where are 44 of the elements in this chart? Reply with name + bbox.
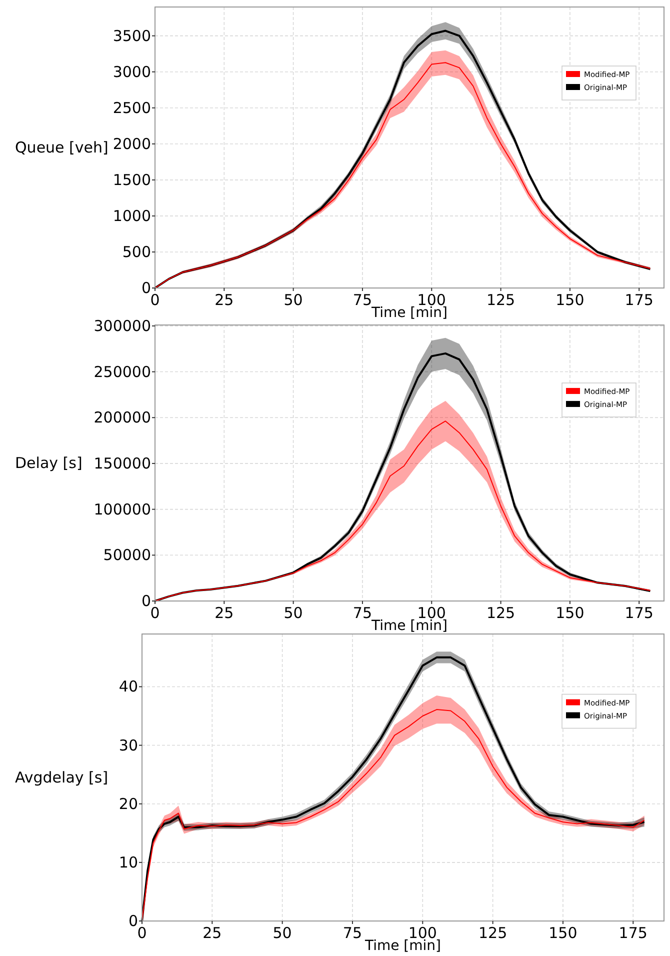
x-tick-label: 175: [624, 291, 654, 309]
x-tick-label: 150: [556, 604, 584, 622]
y-tick-label: 20: [118, 794, 138, 813]
y-tick-label: 50000: [103, 546, 151, 564]
x-tick-label: 125: [486, 604, 516, 622]
x-tick-label: 75: [352, 291, 372, 309]
y-tick-label: 0: [141, 279, 151, 297]
x-tick-label: 125: [478, 924, 508, 942]
x-tick-label: 75: [352, 604, 372, 622]
y-tick-label: 250000: [94, 362, 151, 381]
x-tick-label: 175: [624, 604, 654, 622]
y-axis-title: Avgdelay [s]: [15, 768, 108, 786]
x-axis-title: Time [min]: [370, 305, 448, 321]
x-tick-label: 50: [284, 291, 303, 309]
y-tick-label: 2500: [112, 98, 151, 117]
x-tick-label: 175: [618, 924, 648, 942]
y-tick-label: 300000: [94, 316, 151, 335]
x-tick-label: 125: [486, 291, 516, 309]
y-tick-label: 1000: [112, 206, 151, 225]
y-tick-label: 200000: [94, 408, 151, 427]
y-tick-label: 10: [118, 853, 138, 872]
y-tick-label: 3000: [112, 62, 151, 81]
y-tick-label: 3500: [112, 26, 151, 45]
y-tick-label: 0: [141, 592, 151, 610]
y-tick-label: 2000: [112, 134, 151, 153]
x-tick-label: 25: [202, 924, 222, 942]
y-tick-label: 40: [118, 678, 138, 696]
x-tick-label: 75: [342, 924, 362, 942]
y-tick-label: 150000: [94, 454, 151, 472]
x-axis-title: Time [min]: [364, 938, 442, 954]
y-tick-label: 0: [128, 912, 138, 930]
x-tick-label: 50: [284, 604, 303, 622]
y-axis-title: Queue [veh]: [15, 138, 108, 156]
x-tick-label: 50: [272, 924, 292, 942]
x-tick-label: 150: [556, 291, 584, 309]
y-tick-label: 30: [118, 736, 138, 754]
x-tick-label: 25: [214, 604, 234, 622]
y-tick-label: 100000: [94, 500, 151, 518]
x-tick-label: 150: [548, 924, 578, 942]
y-tick-label: 500: [122, 242, 151, 261]
y-tick-label: 1500: [112, 170, 151, 189]
y-axis-title: Delay [s]: [15, 454, 82, 472]
x-tick-label: 25: [214, 291, 234, 309]
x-axis-title: Time [min]: [370, 618, 448, 634]
